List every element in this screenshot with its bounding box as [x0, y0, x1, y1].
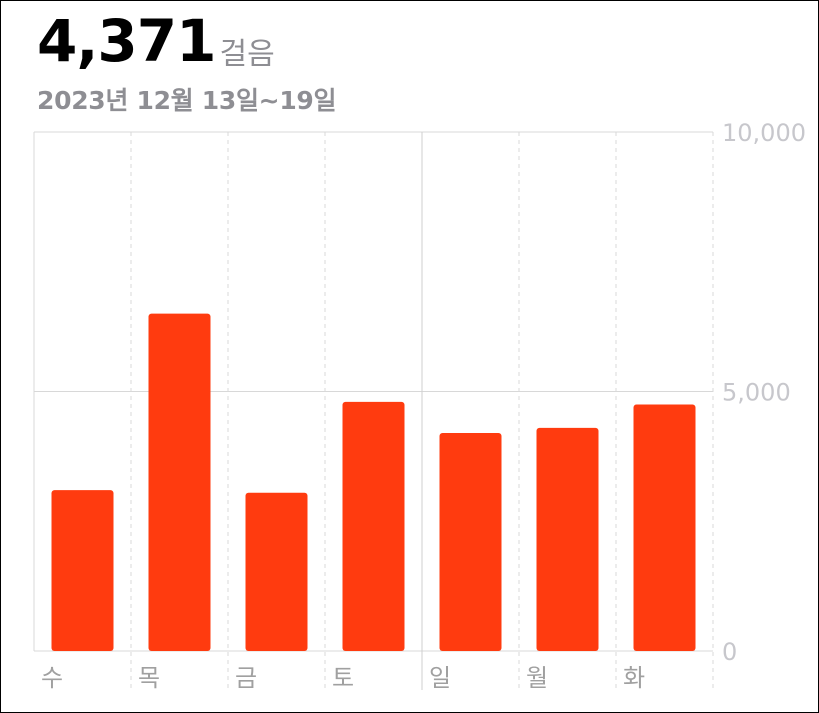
bar-6 [633, 404, 696, 651]
x-tick-label-1: 목 [138, 664, 160, 692]
y-tick-label-1: 5,000 [722, 379, 791, 407]
y-tick-label-2: 10,000 [722, 119, 806, 147]
total-steps-value: 4,371 [37, 7, 216, 75]
steps-unit-label: 걸음 [219, 37, 275, 72]
y-tick-label-0: 0 [722, 638, 737, 666]
x-tick-label-6: 화 [623, 664, 645, 692]
steps-summary: 4,371 걸음 [37, 5, 275, 77]
x-tick-label-3: 토 [332, 664, 354, 692]
bar-5 [536, 427, 599, 651]
x-tick-label-2: 금 [235, 664, 257, 692]
x-tick-label-5: 월 [526, 664, 548, 692]
bar-3 [342, 401, 405, 651]
date-range-label: 2023년 12월 13일~19일 [37, 86, 337, 115]
x-tick-label-4: 일 [429, 664, 451, 692]
bar-2 [245, 492, 308, 651]
bar-4 [439, 433, 502, 651]
x-tick-label-0: 수 [41, 664, 63, 692]
bar-1 [148, 313, 211, 651]
bar-0 [51, 490, 114, 651]
